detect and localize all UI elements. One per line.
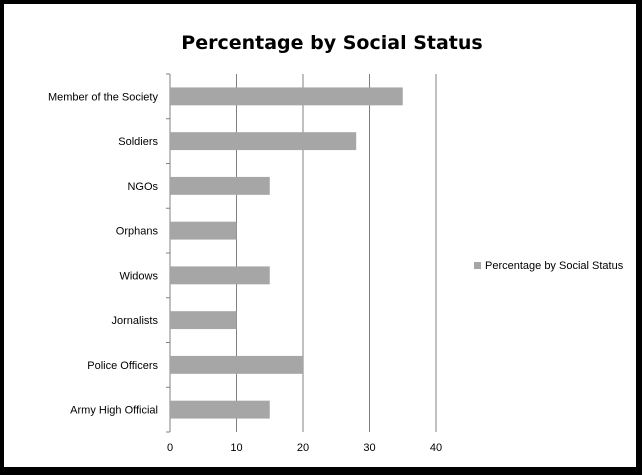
x-tick-label-10: 10: [230, 442, 242, 454]
category-label-2: NGOs: [127, 181, 158, 193]
category-label-6: Police Officers: [87, 360, 158, 372]
bar-4: [170, 266, 270, 285]
bar-6: [170, 355, 303, 374]
category-label-4: Widows: [119, 270, 158, 282]
x-tick-label-20: 20: [297, 442, 309, 454]
bar-chart: Member of the Society Soldiers NGOs Orphans…: [48, 73, 624, 454]
bar-3: [170, 221, 237, 240]
bar-7: [170, 400, 270, 419]
bar-1: [170, 132, 357, 151]
bar-0: [170, 87, 403, 106]
category-label-7: Army High Official: [70, 405, 158, 417]
bar-5: [170, 311, 237, 330]
chart-frame: Percentage by Social Status Member of th…: [4, 4, 636, 467]
category-label-1: Soldiers: [118, 136, 158, 148]
x-tick-label-0: 0: [167, 442, 173, 454]
bar-2: [170, 176, 270, 195]
category-label-5: Jornalists: [112, 315, 159, 327]
legend-label: Percentage by Social Status: [485, 260, 624, 272]
category-label-0: Member of the Society: [48, 91, 159, 103]
x-tick-label-30: 30: [363, 442, 375, 454]
x-tick-label-40: 40: [430, 442, 442, 454]
category-label-3: Orphans: [116, 226, 159, 238]
chart-title: Percentage by Social Status: [181, 32, 483, 54]
legend-swatch: [474, 262, 481, 269]
